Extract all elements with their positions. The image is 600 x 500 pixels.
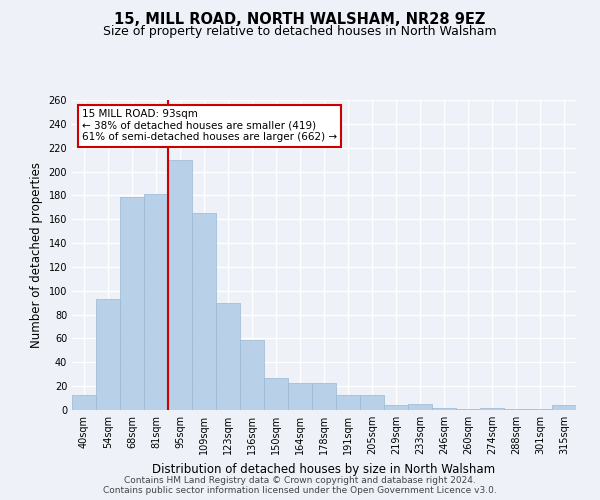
Bar (312, 382, 336, 410)
Text: 15 MILL ROAD: 93sqm
← 38% of detached houses are smaller (419)
61% of semi-detac: 15 MILL ROAD: 93sqm ← 38% of detached ho… (82, 110, 337, 142)
Bar (456, 409, 480, 410)
Bar (480, 408, 504, 410)
Bar (360, 394, 384, 410)
Text: Contains public sector information licensed under the Open Government Licence v3: Contains public sector information licen… (103, 486, 497, 495)
Bar (336, 394, 360, 410)
Bar (504, 409, 528, 410)
Bar (384, 405, 408, 410)
Bar (168, 160, 192, 410)
Bar (216, 302, 240, 410)
X-axis label: Distribution of detached houses by size in North Walsham: Distribution of detached houses by size … (152, 462, 496, 475)
Bar (240, 340, 264, 410)
Bar (528, 409, 552, 410)
Text: 15, MILL ROAD, NORTH WALSHAM, NR28 9EZ: 15, MILL ROAD, NORTH WALSHAM, NR28 9EZ (115, 12, 485, 28)
Bar (288, 382, 312, 410)
Y-axis label: Number of detached properties: Number of detached properties (30, 162, 43, 348)
Bar (552, 405, 576, 410)
Bar (264, 378, 288, 410)
Bar (72, 394, 96, 410)
Bar (408, 404, 432, 410)
Bar (192, 214, 216, 410)
Bar (96, 299, 120, 410)
Bar (120, 196, 144, 410)
Bar (432, 408, 456, 410)
Text: Size of property relative to detached houses in North Walsham: Size of property relative to detached ho… (103, 25, 497, 38)
Bar (144, 194, 168, 410)
Text: Contains HM Land Registry data © Crown copyright and database right 2024.: Contains HM Land Registry data © Crown c… (124, 476, 476, 485)
